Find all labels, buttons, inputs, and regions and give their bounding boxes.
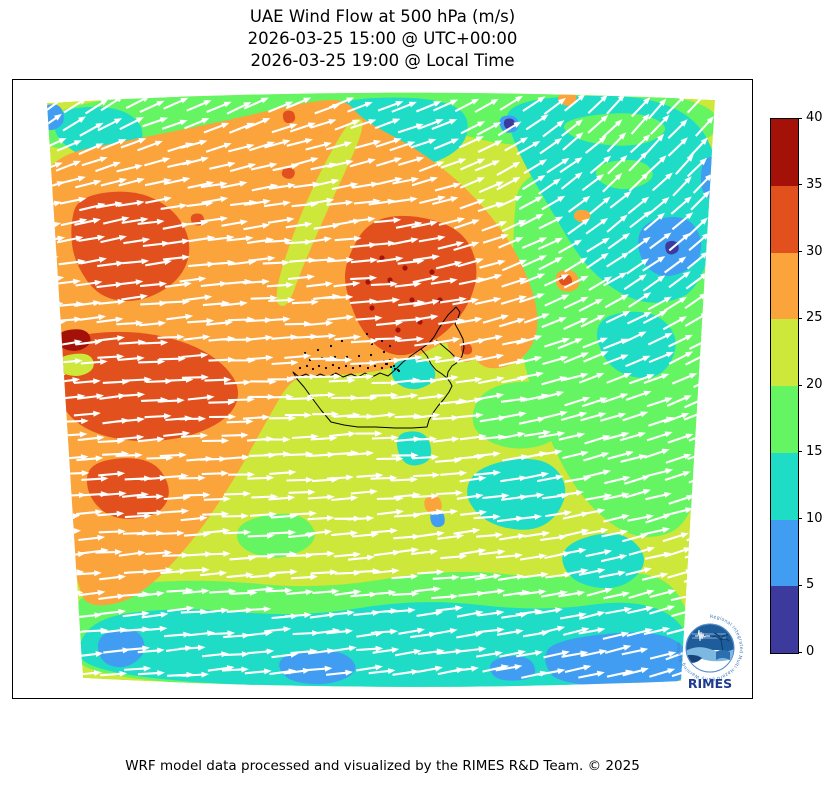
colorbar-segment-0-5: [771, 586, 798, 653]
darkred-speckle: [387, 277, 393, 283]
island-dot: [358, 364, 362, 368]
speed-patch-orange-dot-south: [424, 495, 442, 514]
rimes-logo: Regional Integrated Multi-Hazard Early W…: [676, 614, 744, 691]
island-dot: [382, 350, 386, 354]
speed-patch-teal-mid-right: [596, 311, 676, 378]
island-dot: [305, 364, 309, 368]
colorbar-tick-mark: [798, 584, 802, 586]
island-dot: [380, 366, 384, 370]
speed-patch-red-left-low: [86, 458, 169, 519]
logo-art: [686, 624, 734, 663]
island-dot: [337, 366, 341, 370]
colorbar-tick-mark: [798, 518, 802, 519]
island-dot: [389, 365, 393, 369]
island-dot: [317, 364, 321, 368]
island-dot: [369, 353, 373, 357]
seismogram-icon: [695, 629, 710, 642]
title-block: UAE Wind Flow at 500 hPa (m/s) 2026-03-2…: [0, 6, 765, 72]
colorbar-segment-20-25: [771, 319, 798, 386]
island-dot: [393, 367, 397, 371]
darkred-speckle: [369, 305, 375, 311]
footer-credit: WRF model data processed and visualized …: [125, 758, 640, 774]
island-dot: [351, 366, 355, 370]
darkred-speckle: [395, 327, 401, 333]
island-dot: [397, 369, 401, 373]
speed-patch-lime-left-edge: [56, 353, 94, 377]
colorbar-tick-mark: [798, 451, 802, 453]
darkred-speckle: [402, 265, 408, 271]
island-dot: [329, 344, 333, 348]
island-dot: [340, 339, 344, 343]
speed-patch-blue-bottom-right: [545, 632, 691, 687]
title-line-3: 2026-03-25 19:00 @ Local Time: [250, 51, 515, 70]
colorbar-tick-label: 30: [806, 243, 823, 259]
darkred-speckle: [379, 255, 385, 261]
island-dot: [385, 362, 389, 366]
speed-patch-teal-center: [467, 458, 566, 530]
colorbar-tick-mark: [798, 184, 802, 186]
island-dot: [331, 363, 335, 367]
speed-patch-blue-topleft-spot: [47, 104, 64, 131]
colorbar-segment-5-10: [771, 519, 798, 587]
speed-patch-lime-wedge: [276, 118, 363, 306]
speed-patch-blue-bottom-mid: [279, 650, 356, 685]
darkred-speckle: [365, 279, 371, 285]
wind-map-svg: [47, 92, 715, 687]
island-dot: [298, 366, 302, 370]
island-dot: [311, 367, 315, 371]
colorbar: [770, 118, 799, 654]
colorbar-tick-mark: [798, 317, 802, 319]
map-clipped-layers: [47, 92, 715, 687]
colorbar-tick-label: 10: [806, 510, 823, 526]
island-dot: [373, 364, 377, 368]
darkred-speckle: [429, 269, 435, 275]
colorbar-tick-mark: [798, 251, 802, 252]
island-dot: [344, 364, 348, 368]
island-dot: [380, 339, 384, 343]
title-line-1: UAE Wind Flow at 500 hPa (m/s): [249, 7, 516, 26]
title-line-2: 2026-03-25 15:00 @ UTC+00:00: [247, 29, 518, 48]
speed-patch-green-bottom-center: [236, 513, 315, 558]
palm-tree-icon: [711, 632, 730, 653]
island-dot: [392, 364, 396, 368]
logo-wordmark: RIMES: [688, 676, 732, 691]
speed-patch-red-left-upper: [71, 191, 190, 301]
uae-interior-border: [420, 348, 448, 379]
colorbar-tick-label: 15: [806, 443, 823, 459]
colorbar-tick-label: 5: [806, 577, 815, 593]
colorbar-segment-30-35: [771, 185, 798, 253]
island-dot: [388, 344, 392, 348]
island-dot: [366, 366, 370, 370]
colorbar-tick-label: 0: [806, 644, 815, 659]
island-dot: [316, 348, 320, 352]
speed-patch-darkred-left-spot: [56, 329, 91, 351]
map-plot-area: [12, 79, 753, 699]
speed-patch-blue-bottom-left: [97, 629, 145, 668]
colorbar-tick-mark: [798, 384, 802, 386]
darkred-speckle: [409, 297, 415, 303]
colorbar-tick-label: 20: [806, 377, 823, 392]
island-dot: [324, 366, 328, 370]
colorbar-tick-label: 40: [806, 110, 823, 125]
colorbar-tick-mark: [798, 651, 802, 653]
island-dot: [365, 332, 369, 336]
colorbar-segment-25-30: [771, 252, 798, 320]
island-dot: [357, 354, 361, 358]
colorbar-tick-label: 35: [806, 176, 823, 192]
colorbar-tick-label: 25: [806, 310, 823, 326]
colorbar-segment-35-40: [771, 119, 798, 186]
colorbar-segment-10-15: [771, 452, 798, 520]
colorbar-tick-mark: [798, 117, 802, 119]
colorbar-segment-15-20: [771, 386, 798, 453]
speed-patch-green-streak-topright-1: [564, 113, 666, 146]
speed-patch-red-dot-top1: [282, 110, 296, 124]
speed-patch-red-dot-top2: [281, 167, 295, 179]
